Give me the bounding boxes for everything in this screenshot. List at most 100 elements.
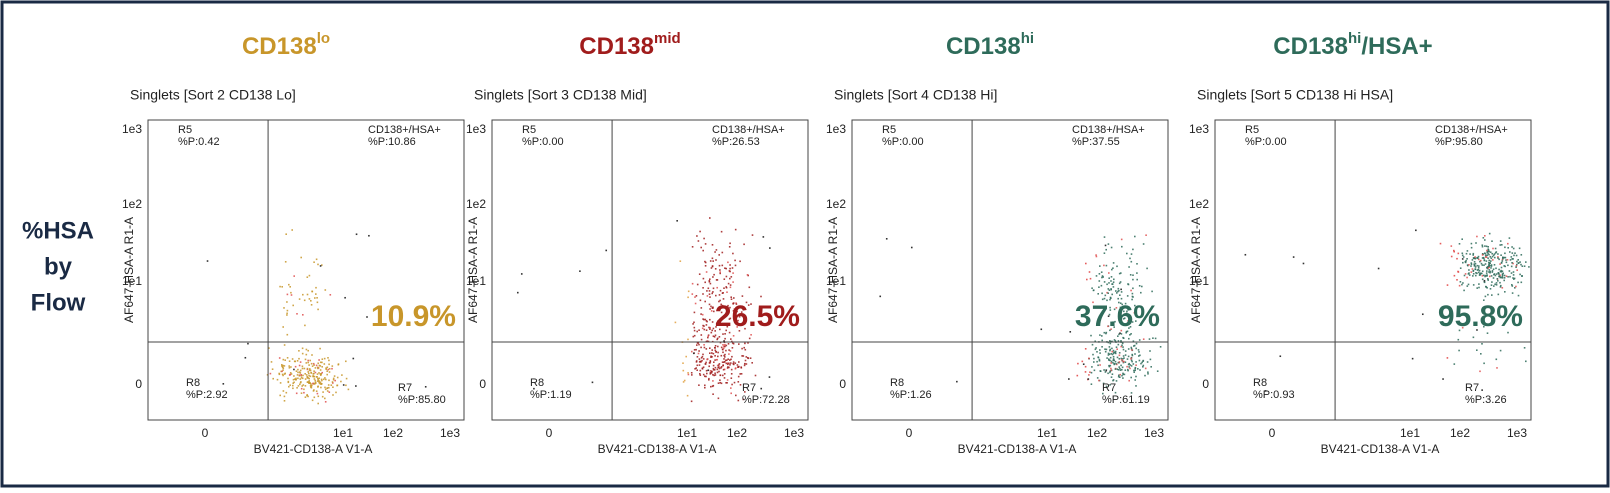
event-dot	[307, 359, 309, 362]
percent: 10.9%	[371, 300, 456, 333]
event-dot	[300, 375, 303, 377]
event-dot	[1092, 301, 1094, 304]
event-dot	[1129, 274, 1132, 276]
event-dot	[309, 369, 312, 372]
event-dot	[716, 358, 718, 361]
event-dot	[737, 381, 740, 383]
event-dot	[719, 271, 721, 273]
event-dot	[1507, 242, 1509, 245]
event-dot	[1130, 358, 1132, 360]
event-dot	[1474, 266, 1477, 268]
event-dot	[1487, 279, 1489, 281]
event-dot	[319, 381, 322, 384]
event-dot	[1506, 259, 1509, 261]
event-dot	[721, 264, 724, 267]
event-dot	[1138, 355, 1140, 357]
event-dot	[1109, 371, 1111, 374]
event-dot	[1457, 338, 1460, 341]
event-dot	[722, 374, 724, 377]
event-dot	[714, 345, 717, 347]
event-dot	[1089, 277, 1092, 280]
event-dot	[1136, 263, 1138, 265]
event-dot	[222, 383, 225, 385]
event-dot	[1142, 243, 1145, 245]
event-dot	[1477, 268, 1480, 271]
event-dot	[286, 312, 288, 315]
event-dot	[1127, 355, 1130, 358]
event-dot	[710, 331, 713, 334]
gate-name: R7	[1102, 382, 1116, 394]
event-dot	[1484, 263, 1487, 265]
event-dot	[318, 380, 321, 382]
event-dot	[1302, 262, 1305, 265]
event-dot	[326, 390, 329, 392]
event-dot	[1090, 334, 1092, 337]
event-dot	[1501, 274, 1504, 276]
event-dot	[703, 325, 705, 327]
event-dot	[335, 391, 337, 394]
event-dot	[1500, 254, 1502, 256]
event-dot	[723, 377, 726, 379]
event-dot	[1110, 246, 1113, 249]
panel-title: CD138lo	[242, 30, 330, 60]
event-dot	[709, 360, 712, 362]
event-dot	[1107, 352, 1110, 355]
event-dot	[306, 394, 308, 396]
event-dot	[279, 394, 281, 397]
event-dot	[316, 301, 319, 304]
event-dot	[292, 378, 295, 381]
event-dot	[728, 318, 731, 320]
event-dot	[693, 311, 696, 314]
event-dot	[1119, 302, 1122, 304]
event-dot	[328, 386, 330, 389]
event-dot	[723, 278, 726, 280]
event-dot	[303, 391, 305, 394]
event-dot	[1100, 271, 1103, 273]
event-dot	[1130, 359, 1133, 362]
event-dot	[1101, 275, 1104, 277]
event-dot	[714, 366, 717, 369]
event-dot	[730, 377, 733, 379]
event-dot	[724, 323, 726, 326]
event-dot	[1095, 275, 1098, 277]
title-sup: lo	[317, 30, 330, 47]
event-dot	[726, 359, 728, 361]
event-dot	[292, 382, 294, 384]
event-dot	[1489, 271, 1491, 274]
event-dot	[1128, 366, 1130, 368]
event-dot	[1091, 366, 1093, 368]
event-dot	[341, 374, 343, 376]
event-dot	[317, 308, 319, 311]
event-dot	[1101, 339, 1103, 342]
event-dot	[1120, 340, 1122, 342]
event-dot	[707, 335, 709, 338]
title-sup: mid	[654, 30, 681, 47]
event-dot	[729, 350, 732, 352]
event-dot	[1512, 247, 1515, 250]
panel: CD138hi/HSA+ Singlets [Sort 5 CD138 Hi HS…	[1189, 30, 1532, 456]
event-dot	[1415, 229, 1417, 232]
event-dot	[1131, 349, 1133, 351]
event-dot	[286, 357, 289, 359]
event-dot	[1133, 344, 1136, 347]
event-dot	[1103, 264, 1105, 267]
percent: 37.6%	[1075, 300, 1160, 333]
event-dot	[308, 372, 310, 375]
event-dot	[1459, 267, 1462, 269]
event-dot	[739, 260, 741, 263]
event-dot	[317, 367, 319, 370]
event-dot	[324, 401, 327, 403]
event-dot	[700, 338, 703, 341]
event-dot	[327, 384, 330, 386]
event-dot	[724, 267, 726, 269]
event-dot	[708, 326, 710, 329]
event-dot	[1519, 273, 1521, 276]
event-dot	[295, 392, 298, 395]
event-dot	[1110, 328, 1112, 330]
event-dot	[324, 397, 326, 400]
event-dot	[1509, 251, 1511, 253]
event-dot	[712, 287, 715, 290]
event-dot	[1495, 267, 1497, 270]
event-dot	[712, 335, 715, 337]
event-dot	[1127, 320, 1129, 322]
